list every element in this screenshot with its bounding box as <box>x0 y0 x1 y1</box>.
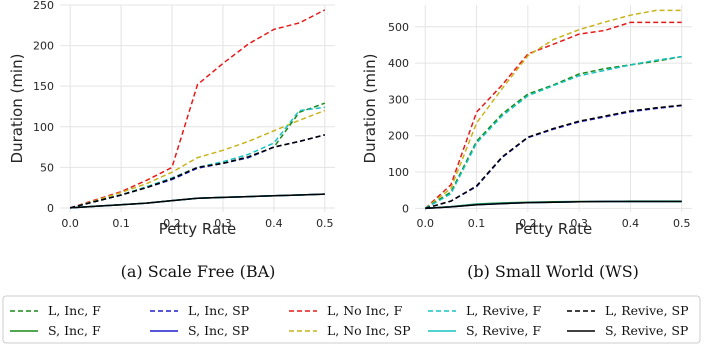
x-tick-label-0-0: 0.0 <box>417 217 435 230</box>
legend-label-l-inc-f: L, Inc, F <box>48 303 101 318</box>
y-tick-label-250: 250 <box>33 0 54 12</box>
legend: L, Inc, F L, Inc, SP L, No Inc, F L, Revive… <box>2 295 701 344</box>
x-axis-label: Petty Rate <box>159 220 237 238</box>
x-axis-label: Petty Rate <box>515 220 593 238</box>
legend-label-l-no-inc-sp: L, No Inc, SP <box>327 323 411 338</box>
x-tick-label-0-0: 0.0 <box>61 217 79 230</box>
legend-label-l-revive-sp: L, Revive, SP <box>605 303 689 318</box>
y-tick-label-300: 300 <box>388 93 409 106</box>
y-tick-label-0: 0 <box>402 202 409 215</box>
legend-label-l-no-inc-f: L, No Inc, F <box>327 303 403 318</box>
x-tick-label-0-5: 0.5 <box>316 217 334 230</box>
chart-caption: (a) Scale Free (BA) <box>121 262 276 281</box>
x-tick-label-0-1: 0.1 <box>112 217 130 230</box>
series-line-s-revive-sp <box>70 193 325 209</box>
series-line-l-inc-sp <box>70 134 325 209</box>
y-tick-label-200: 200 <box>388 130 409 143</box>
series-line-l-no-inc-sp <box>424 9 682 209</box>
legend-label-s-revive-f: S, Revive, F <box>466 323 541 338</box>
x-tick-label-0-2: 0.2 <box>163 217 181 230</box>
y-tick-label-50: 50 <box>40 161 54 174</box>
x-tick-label-0-4: 0.4 <box>622 217 640 230</box>
series-line-l-revive-sp <box>425 104 682 210</box>
x-tick-label-0-1: 0.1 <box>468 217 486 230</box>
series-line-l-no-inc-f <box>69 9 326 209</box>
y-tick-label-0: 0 <box>47 202 54 215</box>
series-line-l-revive-f <box>424 55 682 210</box>
chart-b-small-world: 0 100 200 300 400 500 0.0 0.1 0.2 0.3 0.4 0.5 Petty … <box>361 5 692 281</box>
y-tick-label-400: 400 <box>388 57 409 70</box>
y-tick-label-200: 200 <box>33 40 54 53</box>
legend-label-l-revive-f: L, Revive, F <box>466 303 542 318</box>
x-tick-label-0-4: 0.4 <box>265 217 283 230</box>
x-tick-label-0-3: 0.3 <box>214 217 232 230</box>
legend-label-s-inc-f: S, Inc, F <box>48 323 101 338</box>
x-tick-label-0-3: 0.3 <box>570 217 588 230</box>
x-tick-label-0-5: 0.5 <box>673 217 691 230</box>
y-tick-label-100: 100 <box>33 121 54 134</box>
series-line-l-inc-f <box>424 55 682 210</box>
chart-a-scale-free: 0 50 100 150 200 250 0.0 0.1 0.2 0.3 0.4 0.5 Petty R… <box>8 0 335 281</box>
legend-label-s-revive-sp: S, Revive, SP <box>605 323 688 338</box>
series-line-l-no-inc-f <box>424 21 682 209</box>
y-tick-label-150: 150 <box>33 80 54 93</box>
x-tick-label-0-2: 0.2 <box>519 217 537 230</box>
legend-label-l-inc-sp: L, Inc, SP <box>188 303 249 318</box>
y-tick-label-100: 100 <box>388 166 409 179</box>
legend-label-s-inc-sp: S, Inc, SP <box>188 323 249 338</box>
series-line-s-revive-sp <box>425 200 682 210</box>
series-line-l-no-inc-sp <box>69 109 326 209</box>
series-line-l-revive-sp <box>70 134 325 209</box>
y-tick-label-500: 500 <box>388 21 409 34</box>
series-line-l-inc-f <box>70 102 326 209</box>
y-axis-label: Duration (min) <box>361 54 379 164</box>
y-axis-label: Duration (min) <box>8 54 26 164</box>
chart-caption: (b) Small World (WS) <box>467 262 639 281</box>
